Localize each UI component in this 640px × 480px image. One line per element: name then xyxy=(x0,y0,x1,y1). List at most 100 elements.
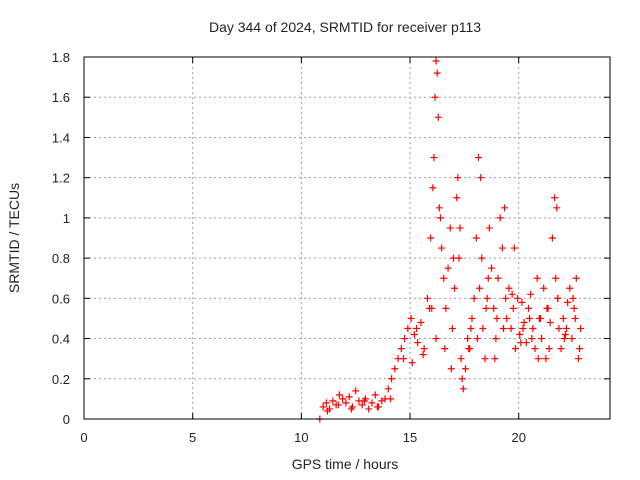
data-point xyxy=(360,397,368,405)
data-point xyxy=(473,335,481,343)
chart-title: Day 344 of 2024, SRMTID for receiver p11… xyxy=(209,19,481,35)
data-point xyxy=(538,335,546,343)
data-point xyxy=(561,331,569,339)
data-point xyxy=(441,345,449,353)
data-point xyxy=(514,294,522,302)
data-point xyxy=(574,355,582,363)
data-point xyxy=(545,345,553,353)
data-point xyxy=(461,365,469,373)
data-point xyxy=(546,318,554,326)
data-point xyxy=(516,331,524,339)
data-point xyxy=(423,294,431,302)
data-point xyxy=(499,325,507,332)
data-point xyxy=(529,325,537,332)
data-point xyxy=(329,397,337,405)
data-point xyxy=(482,304,490,312)
data-point xyxy=(397,345,405,353)
data-point xyxy=(542,355,550,363)
data-point xyxy=(430,154,438,162)
data-point xyxy=(472,234,480,242)
data-point xyxy=(345,393,353,401)
data-point xyxy=(435,204,443,212)
data-point xyxy=(373,403,381,411)
data-point xyxy=(431,93,439,101)
data-point xyxy=(384,385,392,393)
x-tick-label: 20 xyxy=(511,430,525,445)
data-point xyxy=(410,331,418,339)
data-point xyxy=(476,284,484,292)
data-point xyxy=(503,314,511,322)
data-point xyxy=(490,304,498,312)
data-point xyxy=(508,290,516,298)
data-point xyxy=(408,359,416,367)
data-point xyxy=(342,399,350,407)
data-point xyxy=(464,335,472,343)
data-point xyxy=(481,355,489,363)
data-point xyxy=(335,391,343,399)
data-point xyxy=(526,314,534,322)
data-point xyxy=(568,335,576,343)
data-point xyxy=(444,264,452,272)
data-point xyxy=(571,314,579,322)
data-point xyxy=(484,274,492,282)
data-point xyxy=(520,318,528,326)
data-point xyxy=(507,325,515,332)
data-point xyxy=(554,294,562,302)
data-point xyxy=(536,314,544,322)
data-point xyxy=(566,284,574,292)
x-tick-label: 15 xyxy=(403,430,417,445)
data-point xyxy=(576,345,584,353)
data-point xyxy=(450,254,458,262)
data-point xyxy=(442,304,450,312)
data-point xyxy=(447,365,455,373)
data-point xyxy=(451,284,459,292)
data-point xyxy=(496,214,504,222)
data-point xyxy=(552,274,560,282)
data-point xyxy=(334,401,342,409)
data-point xyxy=(553,204,561,212)
data-point xyxy=(470,294,478,302)
data-point xyxy=(551,194,559,202)
data-point xyxy=(494,274,502,282)
data-point xyxy=(433,69,441,77)
data-point xyxy=(417,318,425,326)
data-point xyxy=(400,355,408,363)
data-point xyxy=(365,405,373,413)
data-point xyxy=(419,351,427,359)
data-point xyxy=(358,401,366,409)
data-point xyxy=(434,113,442,121)
data-point xyxy=(388,375,396,383)
data-point xyxy=(560,335,568,343)
data-point xyxy=(414,339,422,347)
data-point xyxy=(432,335,440,343)
y-tick-label: 1.4 xyxy=(52,130,70,145)
y-tick-label: 0.2 xyxy=(52,372,70,387)
data-point xyxy=(420,345,428,353)
data-point xyxy=(456,224,464,232)
data-point xyxy=(543,304,551,312)
data-point xyxy=(555,325,563,332)
data-point xyxy=(459,385,467,393)
data-point xyxy=(517,339,525,347)
data-point xyxy=(347,405,355,413)
x-axis-label: GPS time / hours xyxy=(292,456,399,472)
data-point xyxy=(577,325,585,332)
y-tick-label: 1.2 xyxy=(52,171,70,186)
data-point xyxy=(413,325,421,332)
data-point xyxy=(458,375,466,383)
data-point xyxy=(323,407,331,415)
grid-layer xyxy=(84,57,610,419)
y-axis-label: SRMTID / TECUs xyxy=(6,183,22,293)
data-point xyxy=(371,391,379,399)
data-point xyxy=(465,345,473,353)
data-point xyxy=(432,57,440,65)
x-tick-label: 5 xyxy=(189,430,196,445)
data-point xyxy=(533,274,541,282)
data-point xyxy=(477,174,485,182)
data-point xyxy=(440,274,448,282)
data-point xyxy=(427,234,435,242)
data-point xyxy=(404,325,412,332)
data-point xyxy=(407,314,415,322)
